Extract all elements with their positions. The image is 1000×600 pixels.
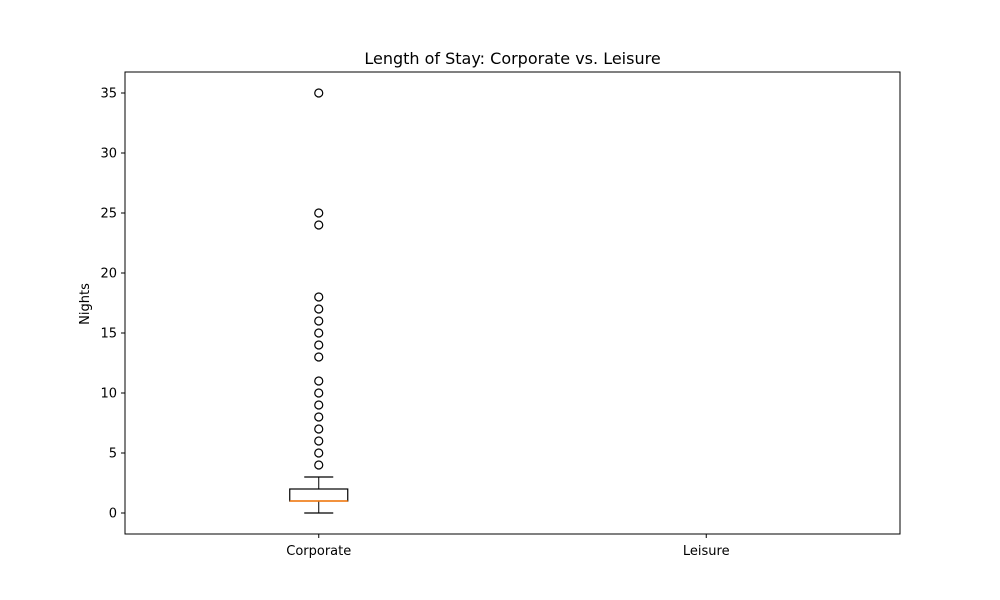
outlier-point [314,460,324,470]
y-tick-label: 30 [100,147,117,162]
y-axis-label: Nights [78,283,93,325]
outlier-point [314,448,324,458]
plot-frame [124,71,901,535]
chart-title: Length of Stay: Corporate vs. Leisure [364,49,660,68]
x-tick-label: Corporate [286,544,351,559]
y-tick-label: 15 [100,327,117,342]
outlier-point [314,400,324,410]
outlier-point [314,304,324,314]
y-tick-label: 25 [100,207,117,222]
outlier-point [314,340,324,350]
y-tick-label: 5 [109,447,117,462]
outlier-point [314,388,324,398]
outlier-point [314,328,324,338]
y-tick-label: 35 [100,87,117,102]
plot-area: 0 5 10 15 20 25 30 35 Corporate Leisure [100,87,729,560]
outlier-point [314,436,324,446]
x-tick-label: Leisure [683,544,730,559]
y-tick-label: 0 [109,507,117,522]
outlier-point [314,412,324,422]
outlier-point [314,316,324,326]
outlier-point [314,352,324,362]
y-tick-label: 10 [100,387,117,402]
outlier-point [314,292,324,302]
outlier-point [314,376,324,386]
y-tick-label: 20 [100,267,117,282]
outlier-point [314,88,324,98]
outlier-point [314,424,324,434]
outlier-point [314,220,324,230]
outlier-point [314,208,324,218]
